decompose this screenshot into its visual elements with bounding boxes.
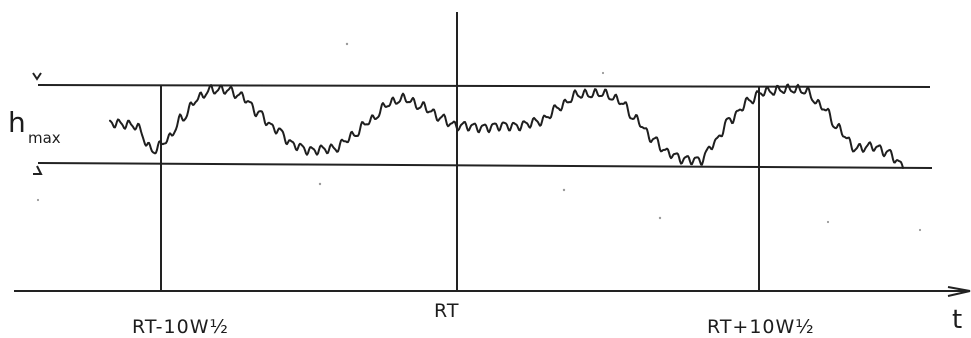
lower-reference-line [37, 162, 933, 169]
scan-speck [658, 216, 662, 220]
hmax-bottom-tick [33, 165, 43, 175]
time-axis-label: t [952, 305, 962, 335]
right-marker-label: RT+10W½ [707, 316, 815, 338]
upper-reference-line [37, 84, 931, 88]
hmax-top-tick [32, 72, 42, 81]
scan-speck [345, 42, 349, 46]
scan-speck [36, 198, 40, 202]
hmax-subscript-label: max [28, 129, 61, 147]
scan-speck [826, 220, 830, 224]
scan-speck [601, 71, 605, 75]
time-axis-arrowhead [947, 286, 971, 297]
hmax-main-label: h [8, 106, 26, 139]
scan-speck [318, 182, 322, 186]
center-marker-label: RT [434, 300, 459, 322]
scan-speck [562, 188, 566, 192]
left-marker-label: RT-10W½ [132, 316, 229, 338]
scan-speck [918, 228, 922, 232]
noise-signal-trace [109, 83, 904, 169]
